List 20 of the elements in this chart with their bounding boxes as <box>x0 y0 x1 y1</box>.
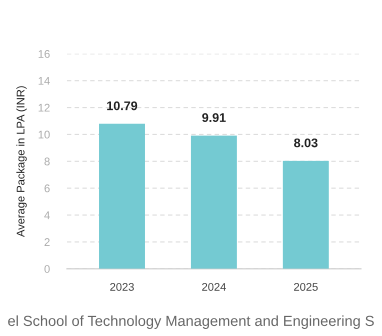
y-tick-label: 12 <box>38 104 50 112</box>
y-tick-label: 2 <box>44 238 50 246</box>
y-tick-label: 16 <box>38 50 50 58</box>
data-label: 8.03 <box>294 138 318 148</box>
y-tick-label: 0 <box>44 265 50 273</box>
bar <box>282 160 329 269</box>
y-tick-label: 4 <box>44 211 50 220</box>
x-tick-label: 2023 <box>110 282 134 291</box>
x-tick-label: 2024 <box>202 282 226 291</box>
y-tick-label: 14 <box>38 77 50 85</box>
text: el School of Technology Management and Engineering S <box>8 315 374 329</box>
y-tick-label: 8 <box>44 158 50 166</box>
y-tick-label: 10 <box>38 130 50 139</box>
bar <box>99 124 145 269</box>
bar <box>190 136 237 269</box>
data-label: 10.79 <box>107 101 138 110</box>
data-label: 9.91 <box>202 113 226 122</box>
x-tick-label: 2025 <box>294 282 318 291</box>
y-axis-title: Average Package in LPA (INR) <box>16 86 27 238</box>
y-tick-label: 6 <box>44 184 50 192</box>
